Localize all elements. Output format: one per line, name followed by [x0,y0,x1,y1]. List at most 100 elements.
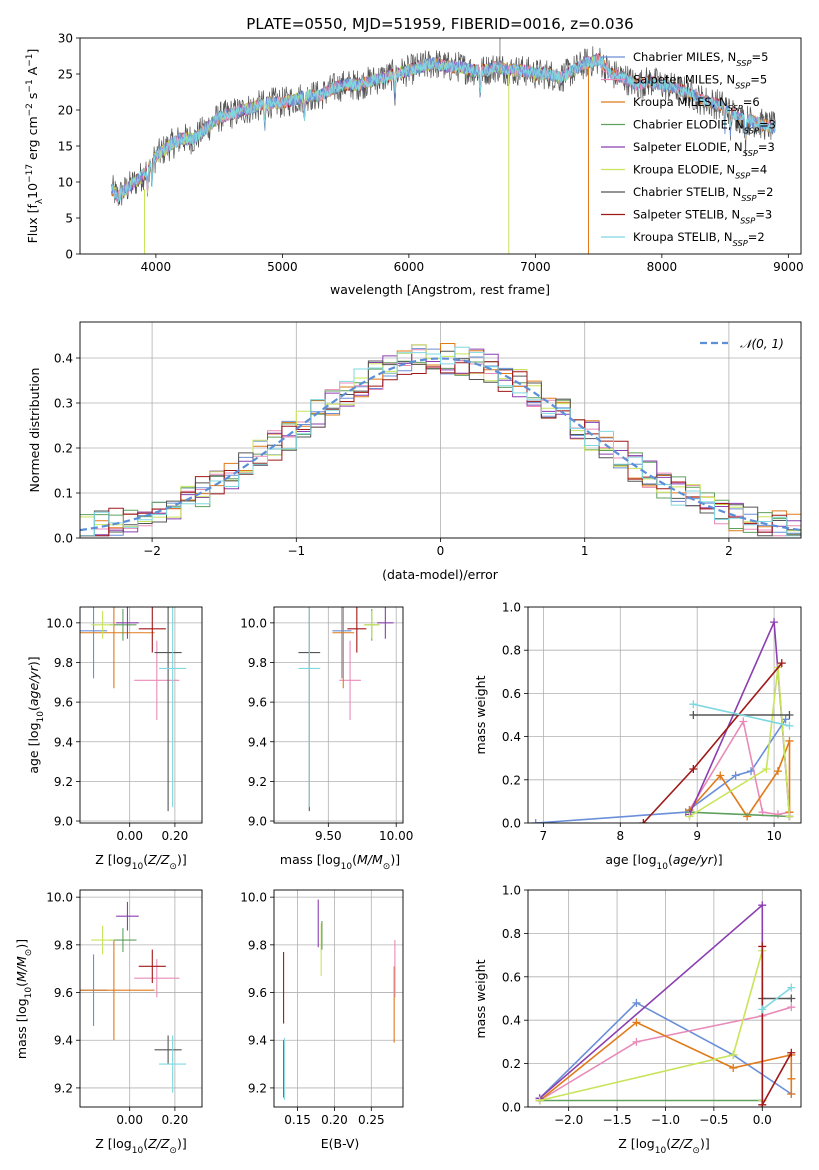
y-tick-label: 0.0 [502,1101,521,1115]
weight-marker [716,771,725,780]
label-part: SSP [740,216,755,226]
label-part: s [25,93,40,104]
weight-marker [785,721,794,730]
label-part: SSP [728,103,743,113]
weight-line [688,740,791,818]
y-tick-label: 9.4 [54,735,73,749]
label-part: ⊙ [169,1146,177,1156]
label-part: )] [177,852,187,867]
weight-marker [781,715,790,724]
x-tick-label: 6000 [394,260,425,274]
y-tick-label: 0.3 [54,397,73,411]
legend-label: Salpeter ELODIE, NSSP=3 [633,140,775,158]
histogram-panel: −2 −1 0 1 2 0.0 0.1 0.2 0.3 0.4 (data-model)/error… [27,321,802,582]
label-part: =2 [756,185,773,199]
weight-line [689,667,791,818]
x-tick-label: 0.00 [116,829,143,843]
label-part: =5 [751,50,768,64]
y-tick-label: 0.4 [502,730,521,744]
weight-marker [785,812,794,821]
x-tick-label: 7 [540,829,548,843]
y-axis-label: mass weight [473,675,488,754]
label-part: Kroupa STELIB, N [633,230,733,244]
weight-marker [632,1037,641,1046]
y-tick-label: 30 [58,32,73,46]
label-part: =5 [750,73,767,87]
label-part: )] [177,1136,187,1151]
weight-line [761,986,792,1011]
spectrum-line [111,54,776,202]
weight-line [689,811,790,818]
label-part: Salpeter STELIB, N [633,208,740,222]
x-tick-label: 8000 [647,260,678,274]
label-part: ( [666,1136,671,1151]
y-tick-label: 9.4 [248,1034,267,1048]
y-tick-label: 9.6 [248,986,267,1000]
label-part: SSP [736,58,751,68]
weight-marker [787,1003,796,1012]
axes-frame [273,606,404,824]
label-part: )] [26,656,41,666]
y-axis-label: mass weight [473,959,488,1038]
y-tick-label: 10.0 [46,616,73,630]
x-axis-label: E(B-V) [321,1136,360,1151]
weight-marker [770,618,779,627]
x-tick-label: 0.20 [162,829,189,843]
x-tick-label: 0.15 [284,1113,311,1127]
label-part: 10 [132,862,144,872]
x-tick-label: 0.00 [116,1113,143,1127]
y-axis-label: Flux [fλ10−17 erg cm−2 s−1 A−1] [25,49,45,244]
x-tick-label: 10.00 [379,829,413,843]
label-part: ( [143,1136,148,1151]
weight-marker [632,1018,641,1027]
label-part: SSP [733,238,748,248]
x-tick-label: −2.0 [554,1113,583,1127]
weight-marker [787,1074,796,1083]
plot-area [80,607,202,823]
weight-marker [689,711,698,719]
label-part: −1 [25,79,35,92]
y-axis-label: mass [log10(M/M⊙)] [14,939,34,1059]
label-part: ( [143,852,148,867]
y-tick-label: 0.8 [502,644,521,658]
x-tick-label: 9 [693,829,701,843]
x-axis-label: mass [log10(M/M⊙)] [280,852,400,872]
legend-label: Chabrier STELIB, NSSP=2 [633,185,773,203]
y-tick-label: 0.2 [54,442,73,456]
histogram-step [80,346,801,537]
x-axis-label: Z [log10(Z/Z⊙)] [618,1136,709,1156]
label-part: ( [668,852,673,867]
weight-line [642,662,783,823]
label-part: age/yr [673,852,714,867]
y-axis-label: Normed distribution [27,368,42,493]
x-tick-label: 1 [581,544,589,558]
axes-frame [79,321,802,539]
label-part: −2 [25,103,35,116]
y-tick-label: 10.0 [240,616,267,630]
y-tick-label: 0.4 [502,1014,521,1028]
label-part: Chabrier ELODIE, N [633,118,744,132]
label-part: Z/Z [147,852,170,867]
x-tick-label: 8 [616,829,624,843]
x-tick-label: −0.5 [699,1113,728,1127]
plot-area [528,607,801,823]
label-part: M/M [357,852,383,867]
y-tick-label: 9.8 [248,938,267,952]
weight-marker [743,812,752,821]
x-tick-label: 0 [437,544,445,558]
y-tick-label: 0.0 [502,817,521,831]
weight-marker [758,1005,767,1014]
label-part: ⊙ [24,949,34,957]
weight-marker [685,812,694,821]
plot-area [80,322,801,538]
label-part: =6 [743,95,760,109]
y-tick-label: 0.4 [54,352,73,366]
x-axis-label: Z [log10(Z/Z⊙)] [95,1136,186,1156]
weight-marker [777,659,786,668]
x-tick-label: −1.5 [602,1113,631,1127]
label-part: 10 [25,183,40,199]
axes-frame [79,37,802,255]
weight-marker [535,1096,544,1105]
y-tick-label: 9.8 [248,656,267,670]
